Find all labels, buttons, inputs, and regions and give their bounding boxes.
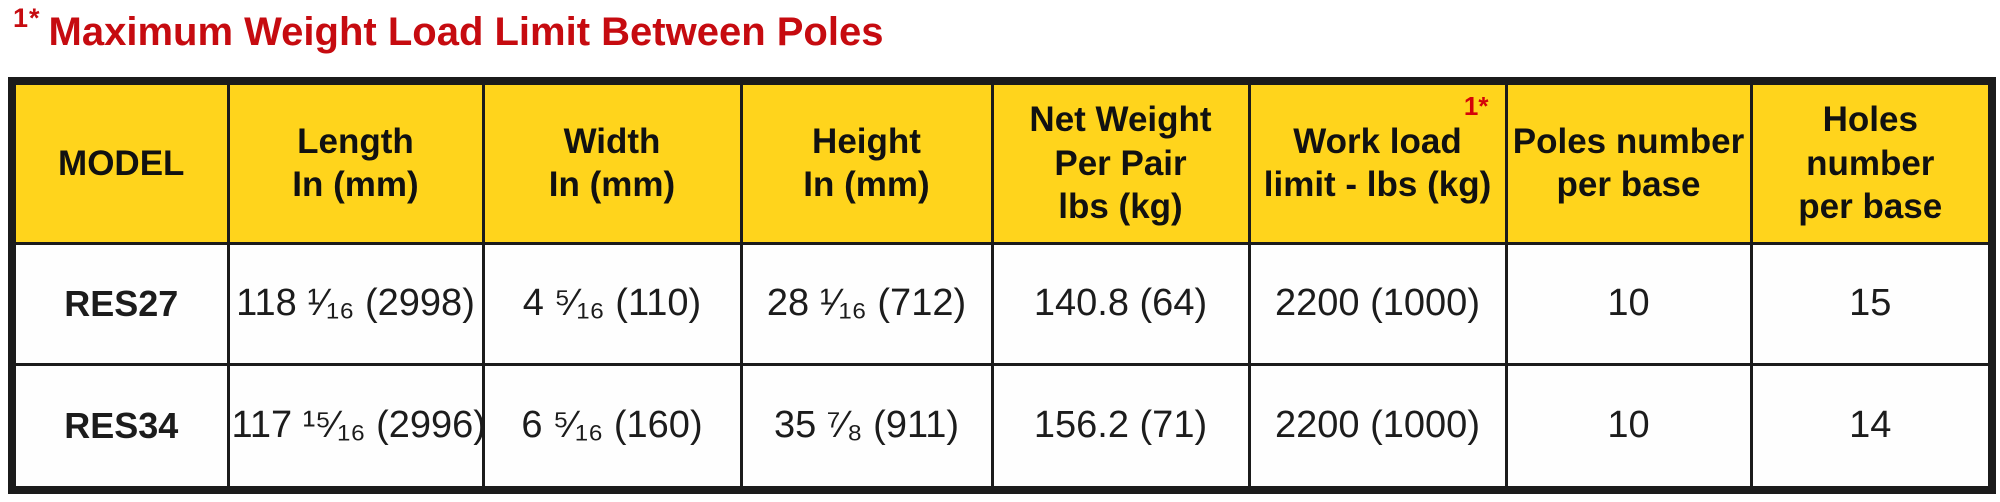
workload-footnote-marker: 1* <box>1463 91 1489 121</box>
col-header-poles-number: Poles number per base <box>1504 79 1753 245</box>
col-header-holes-number: Holes number per base <box>1749 79 1994 245</box>
col-header-model: MODEL <box>10 79 230 245</box>
cell-holes-number: 15 <box>1749 241 1994 366</box>
cell-model: RES34 <box>10 362 230 492</box>
cell-width: 4 ⁵⁄₁₆ (110) <box>481 241 743 366</box>
table-row-res27: RES27 118 ¹⁄₁₆ (2998) 4 ⁵⁄₁₆ (110) 28 ¹⁄… <box>10 241 1994 366</box>
col-header-height-label: Height In (mm) <box>803 121 930 205</box>
col-header-net-weight-label: Net Weight Per Pair lbs (kg) <box>1029 100 1212 226</box>
cell-holes-number: 14 <box>1749 362 1994 492</box>
title-footnote-marker: 1* <box>13 3 41 33</box>
col-header-net-weight: Net Weight Per Pair lbs (kg) <box>990 79 1251 245</box>
col-header-model-label: MODEL <box>58 143 185 183</box>
table-row-res34: RES34 117 ¹⁵⁄₁₆ (2996) 6 ⁵⁄₁₆ (160) 35 ⁷… <box>10 362 1994 492</box>
cell-work-load: 2200 (1000) <box>1247 362 1508 492</box>
header-row: MODEL Length In (mm) Width In (mm) Heigh… <box>10 79 1994 245</box>
col-header-length: Length In (mm) <box>226 79 485 245</box>
cell-height: 28 ¹⁄₁₆ (712) <box>739 241 994 366</box>
spec-table: MODEL Length In (mm) Width In (mm) Heigh… <box>8 77 1996 494</box>
cell-poles-number: 10 <box>1504 241 1753 366</box>
col-header-poles-number-label: Poles number per base <box>1512 121 1745 205</box>
cell-net-weight: 156.2 (71) <box>990 362 1251 492</box>
cell-model: RES27 <box>10 241 230 366</box>
col-header-work-load: 1* Work load limit - lbs (kg) <box>1247 79 1508 245</box>
col-header-width-label: Width In (mm) <box>548 121 676 205</box>
cell-length: 117 ¹⁵⁄₁₆ (2996) <box>226 362 485 492</box>
col-header-length-label: Length In (mm) <box>292 121 419 205</box>
page-title: 1* Maximum Weight Load Limit Between Pole… <box>13 0 883 64</box>
title-text: Maximum Weight Load Limit Between Poles <box>48 10 884 54</box>
cell-length: 118 ¹⁄₁₆ (2998) <box>226 241 485 366</box>
col-header-height: Height In (mm) <box>739 79 994 245</box>
col-header-holes-number-label: Holes number per base <box>1798 100 1943 226</box>
cell-work-load: 2200 (1000) <box>1247 241 1508 366</box>
col-header-work-load-label: Work load limit - lbs (kg) <box>1263 121 1492 205</box>
cell-width: 6 ⁵⁄₁₆ (160) <box>481 362 743 492</box>
cell-height: 35 ⁷⁄₈ (911) <box>739 362 994 492</box>
cell-net-weight: 140.8 (64) <box>990 241 1251 366</box>
cell-poles-number: 10 <box>1504 362 1753 492</box>
col-header-width: Width In (mm) <box>481 79 743 245</box>
